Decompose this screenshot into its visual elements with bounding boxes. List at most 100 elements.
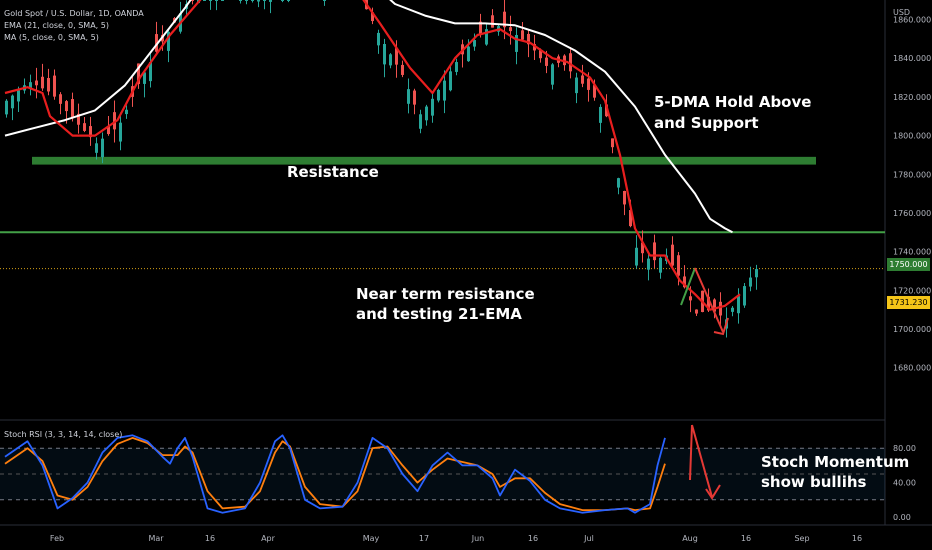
candle-body xyxy=(395,48,398,65)
annotation-resistance: Resistance xyxy=(287,163,379,181)
candle-body xyxy=(77,113,80,125)
ema21-line xyxy=(4,0,733,234)
candle-body xyxy=(107,126,110,135)
candle-body xyxy=(503,11,506,28)
candle-body xyxy=(539,50,542,59)
stoch-tick-label: 80.00 xyxy=(893,444,916,453)
candle-body xyxy=(545,57,548,66)
candle-body xyxy=(257,0,260,2)
candle-body xyxy=(155,34,158,52)
candle-body xyxy=(125,109,128,115)
candle-body xyxy=(599,106,602,123)
candle-body xyxy=(647,258,650,270)
candle-body xyxy=(611,138,614,148)
price-tick-label: 1680.000 xyxy=(893,364,931,373)
candle-body xyxy=(713,299,716,312)
candle-body xyxy=(533,44,536,51)
candle-body xyxy=(413,90,416,105)
candle-body xyxy=(635,247,638,266)
candle-body xyxy=(605,104,608,117)
candle-body xyxy=(623,191,626,205)
candle-body xyxy=(383,44,386,65)
stoch-arrow-stem xyxy=(689,424,693,481)
candle-body xyxy=(581,75,584,84)
candle-body xyxy=(479,21,482,35)
time-tick-label: Jul xyxy=(583,534,594,543)
candle-body xyxy=(239,0,242,1)
candle-body xyxy=(677,255,680,276)
candle-body xyxy=(749,277,752,287)
time-tick-label: Apr xyxy=(261,534,276,543)
stoch-tick-label: 40.00 xyxy=(893,479,916,488)
legend-ema: EMA (21, close, 0, SMA, 5) xyxy=(4,21,109,30)
time-tick-label: 16 xyxy=(205,534,215,543)
time-tick-label: May xyxy=(363,534,380,543)
annotation-stoch-line1: Stoch Momentum xyxy=(761,453,910,471)
candle-body xyxy=(251,0,254,1)
time-tick-label: 16 xyxy=(741,534,751,543)
price-tick-label: 1720.000 xyxy=(893,286,931,295)
candle-body xyxy=(743,286,746,306)
candle-body xyxy=(245,0,248,1)
candle-body xyxy=(731,307,734,312)
candle-body xyxy=(377,32,380,46)
candle-body xyxy=(119,122,122,142)
stoch-tick-label: 0.00 xyxy=(893,513,911,522)
candle-body xyxy=(113,112,116,130)
candle-body xyxy=(101,138,104,158)
stoch-arrow-down xyxy=(691,424,713,498)
candle-body xyxy=(191,0,194,1)
projection-down-arrow xyxy=(694,267,724,333)
candle-body xyxy=(149,62,152,82)
time-tick-label: Feb xyxy=(50,534,64,543)
candle-body xyxy=(401,64,404,75)
candle-body xyxy=(671,244,674,266)
stoch-k-line xyxy=(4,434,666,514)
candle-body xyxy=(431,98,434,116)
legend-stoch: Stoch RSI (3, 3, 14, 14, close) xyxy=(4,430,123,439)
candle-body xyxy=(95,143,98,153)
candle-body xyxy=(515,34,518,52)
candle-body xyxy=(209,0,212,1)
candle-body xyxy=(65,101,68,112)
projection-arrowhead xyxy=(713,317,729,336)
candle-body xyxy=(53,75,56,97)
candle-body xyxy=(17,90,20,102)
resistance-zone xyxy=(32,156,816,165)
candle-body xyxy=(551,64,554,85)
candle-body xyxy=(47,78,50,92)
candle-body xyxy=(737,296,740,314)
candle-body xyxy=(449,71,452,91)
candle-body xyxy=(59,94,62,104)
price-tick-label: 1760.000 xyxy=(893,209,931,218)
candle-body xyxy=(263,0,266,1)
candle-body xyxy=(269,0,272,2)
candle-body xyxy=(83,123,86,131)
candle-body xyxy=(467,46,470,62)
ma5-line xyxy=(4,0,741,311)
time-tick-label: Aug xyxy=(682,534,698,543)
candle-body xyxy=(521,30,524,40)
candle-body xyxy=(143,72,146,84)
candle-body xyxy=(509,27,512,32)
candle-body xyxy=(215,0,218,1)
candle-body xyxy=(719,301,722,316)
candle-body xyxy=(641,242,644,254)
candle-body xyxy=(5,100,8,115)
price-tag-level: 1750.000 xyxy=(887,258,930,271)
candle-body xyxy=(167,31,170,51)
candle-body xyxy=(29,82,32,89)
candle-body xyxy=(281,0,284,1)
legend-ma: MA (5, close, 0, SMA, 5) xyxy=(4,33,99,42)
candle-body xyxy=(653,242,656,261)
legend-symbol: Gold Spot / U.S. Dollar, 1D, OANDA xyxy=(4,9,144,18)
candle-body xyxy=(419,114,422,129)
candle-body xyxy=(425,106,428,121)
annotation-near-line2: and testing 21-EMA xyxy=(356,305,522,323)
price-tick-label: 1860.000 xyxy=(893,16,931,25)
time-tick-label: 16 xyxy=(528,534,538,543)
candle-body xyxy=(659,257,662,273)
annotation-near-line1: Near term resistance xyxy=(356,285,535,303)
